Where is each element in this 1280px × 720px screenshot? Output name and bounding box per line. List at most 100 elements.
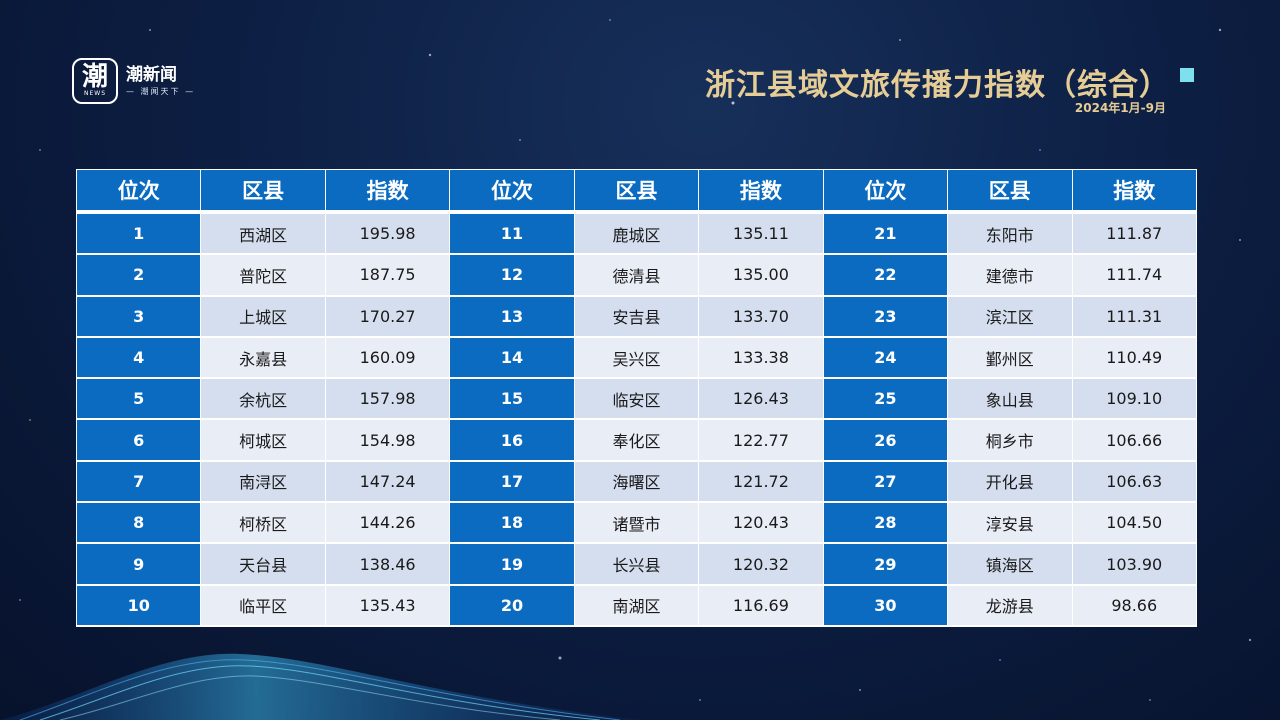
rank-cell: 9 bbox=[76, 543, 202, 586]
rank-cell: 26 bbox=[823, 419, 949, 462]
index-cell: 111.74 bbox=[1072, 254, 1197, 297]
rank-cell: 22 bbox=[823, 254, 949, 297]
table-row: 5 余杭区 157.98 15 临安区 126.43 25 象山县 109.10 bbox=[76, 378, 1197, 421]
brand-logo: 潮 NEWS 潮新闻 — 潮闻天下 — bbox=[72, 58, 195, 104]
rank-cell: 13 bbox=[449, 295, 575, 338]
district-cell: 柯城区 bbox=[200, 419, 326, 462]
table-row: 6 柯城区 154.98 16 奉化区 122.77 26 桐乡市 106.66 bbox=[76, 419, 1197, 462]
column-header: 位次 bbox=[76, 169, 202, 214]
district-cell: 海曙区 bbox=[574, 460, 700, 504]
column-header: 指数 bbox=[698, 169, 824, 214]
index-cell: 122.77 bbox=[698, 419, 824, 462]
district-cell: 临安区 bbox=[574, 378, 700, 421]
index-cell: 111.31 bbox=[1072, 295, 1197, 338]
index-cell: 126.43 bbox=[698, 378, 824, 421]
page-title: 浙江县域文旅传播力指数（综合） bbox=[705, 68, 1170, 103]
logo-char: 潮 bbox=[81, 62, 108, 92]
rank-cell: 30 bbox=[823, 584, 949, 628]
column-header: 指数 bbox=[325, 169, 451, 214]
district-cell: 西湖区 bbox=[200, 212, 326, 256]
rank-cell: 20 bbox=[449, 584, 575, 628]
rank-cell: 23 bbox=[823, 295, 949, 338]
rank-cell: 28 bbox=[823, 502, 949, 545]
index-cell: 144.26 bbox=[325, 502, 451, 545]
rank-cell: 17 bbox=[449, 460, 575, 504]
rank-cell: 1 bbox=[76, 212, 202, 256]
logo-icon: 潮 NEWS bbox=[72, 58, 118, 104]
district-cell: 鄞州区 bbox=[947, 336, 1073, 380]
rank-cell: 10 bbox=[76, 584, 202, 628]
column-header: 指数 bbox=[1072, 169, 1197, 214]
ranking-table-body: 1 西湖区 195.98 11 鹿城区 135.11 21 东阳市 111.87 2 普陀区 187.… bbox=[76, 212, 1197, 628]
brand-slogan: — 潮闻天下 — bbox=[126, 87, 196, 96]
district-cell: 吴兴区 bbox=[574, 336, 700, 380]
index-cell: 147.24 bbox=[325, 460, 451, 504]
district-cell: 建德市 bbox=[947, 254, 1073, 297]
rank-cell: 14 bbox=[449, 336, 575, 380]
column-header: 位次 bbox=[449, 169, 575, 214]
column-header: 区县 bbox=[574, 169, 700, 214]
rank-cell: 19 bbox=[449, 543, 575, 586]
rank-cell: 11 bbox=[449, 212, 575, 256]
index-cell: 170.27 bbox=[325, 295, 451, 338]
index-cell: 160.09 bbox=[325, 336, 451, 380]
title-accent-square bbox=[1180, 68, 1194, 82]
district-cell: 安吉县 bbox=[574, 295, 700, 338]
district-cell: 南浔区 bbox=[200, 460, 326, 504]
index-cell: 120.32 bbox=[698, 543, 824, 586]
district-cell: 桐乡市 bbox=[947, 419, 1073, 462]
column-header: 位次 bbox=[823, 169, 949, 214]
index-cell: 106.66 bbox=[1072, 419, 1197, 462]
district-cell: 奉化区 bbox=[574, 419, 700, 462]
index-cell: 135.11 bbox=[698, 212, 824, 256]
rank-cell: 8 bbox=[76, 502, 202, 545]
rank-cell: 3 bbox=[76, 295, 202, 338]
table-row: 7 南浔区 147.24 17 海曙区 121.72 27 开化县 106.63 bbox=[76, 460, 1197, 504]
rank-cell: 25 bbox=[823, 378, 949, 421]
district-cell: 天台县 bbox=[200, 543, 326, 586]
logo-news: NEWS bbox=[83, 90, 107, 97]
rank-cell: 4 bbox=[76, 336, 202, 380]
rank-cell: 12 bbox=[449, 254, 575, 297]
table-row: 3 上城区 170.27 13 安吉县 133.70 23 滨江区 111.31 bbox=[76, 295, 1197, 338]
index-cell: 120.43 bbox=[698, 502, 824, 545]
district-cell: 诸暨市 bbox=[574, 502, 700, 545]
district-cell: 柯桥区 bbox=[200, 502, 326, 545]
column-header: 区县 bbox=[200, 169, 326, 214]
index-cell: 187.75 bbox=[325, 254, 451, 297]
decorative-wave bbox=[0, 653, 640, 720]
rank-cell: 6 bbox=[76, 419, 202, 462]
district-cell: 滨江区 bbox=[947, 295, 1073, 338]
district-cell: 龙游县 bbox=[947, 584, 1073, 628]
rank-cell: 27 bbox=[823, 460, 949, 504]
district-cell: 象山县 bbox=[947, 378, 1073, 421]
district-cell: 余杭区 bbox=[200, 378, 326, 421]
rank-cell: 2 bbox=[76, 254, 202, 297]
index-cell: 135.43 bbox=[325, 584, 451, 628]
index-cell: 109.10 bbox=[1072, 378, 1197, 421]
district-cell: 普陀区 bbox=[200, 254, 326, 297]
index-cell: 121.72 bbox=[698, 460, 824, 504]
index-cell: 133.70 bbox=[698, 295, 824, 338]
index-cell: 138.46 bbox=[325, 543, 451, 586]
rank-cell: 18 bbox=[449, 502, 575, 545]
district-cell: 长兴县 bbox=[574, 543, 700, 586]
rank-cell: 5 bbox=[76, 378, 202, 421]
page-subtitle: 2024年1月-9月 bbox=[1074, 101, 1166, 115]
table-row: 2 普陀区 187.75 12 德清县 135.00 22 建德市 111.74 bbox=[76, 254, 1197, 297]
index-cell: 135.00 bbox=[698, 254, 824, 297]
index-cell: 133.38 bbox=[698, 336, 824, 380]
table-row: 10 临平区 135.43 20 南湖区 116.69 30 龙游县 98.66 bbox=[76, 584, 1197, 628]
district-cell: 镇海区 bbox=[947, 543, 1073, 586]
district-cell: 永嘉县 bbox=[200, 336, 326, 380]
index-cell: 104.50 bbox=[1072, 502, 1197, 545]
district-cell: 南湖区 bbox=[574, 584, 700, 628]
index-cell: 106.63 bbox=[1072, 460, 1197, 504]
index-cell: 98.66 bbox=[1072, 584, 1197, 628]
ranking-table: 位次 区县 指数 位次 区县 指数 位次 区县 指数 1 西湖区 195.98 11 鹿… bbox=[76, 169, 1197, 628]
district-cell: 临平区 bbox=[200, 584, 326, 628]
district-cell: 上城区 bbox=[200, 295, 326, 338]
rank-cell: 7 bbox=[76, 460, 202, 504]
district-cell: 开化县 bbox=[947, 460, 1073, 504]
index-cell: 116.69 bbox=[698, 584, 824, 628]
